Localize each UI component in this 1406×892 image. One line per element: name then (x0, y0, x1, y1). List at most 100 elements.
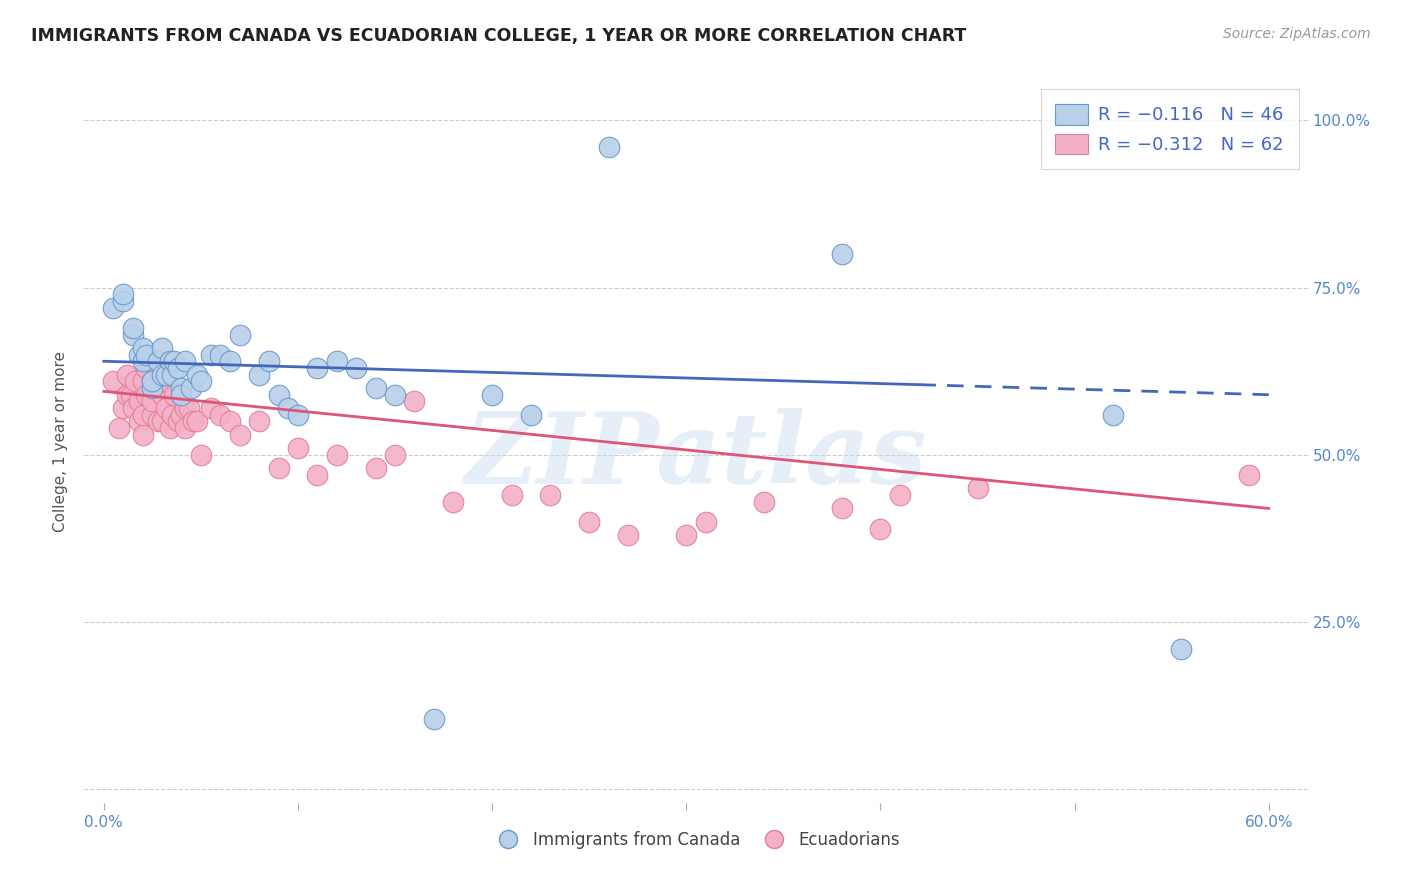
Point (364, 461, 387, 475)
Point (141, 375, 163, 389)
Point (404, 394, 426, 409)
Point (112, 287, 135, 301)
Point (307, 467, 329, 482)
Point (326, 448, 349, 462)
Point (146, 381, 169, 395)
Point (209, 348, 232, 362)
Point (174, 421, 197, 435)
Point (889, 488, 911, 502)
Point (135, 361, 157, 376)
Point (228, 327, 250, 342)
Point (219, 354, 242, 368)
Point (228, 428, 250, 442)
Point (247, 368, 270, 382)
Point (209, 408, 232, 422)
Point (617, 528, 640, 542)
Point (180, 381, 202, 395)
Point (103, 301, 125, 315)
Point (131, 375, 153, 389)
Point (966, 482, 988, 496)
Point (170, 387, 193, 401)
Point (166, 361, 188, 376)
Point (695, 515, 717, 529)
Point (538, 488, 561, 502)
Point (128, 394, 150, 409)
Point (179, 401, 201, 416)
Point (364, 381, 387, 395)
Point (115, 368, 138, 382)
Point (344, 361, 367, 376)
Point (869, 521, 891, 535)
Point (159, 354, 181, 368)
Point (326, 354, 349, 368)
Point (190, 375, 212, 389)
Point (307, 361, 329, 376)
Y-axis label: College, 1 year or more: College, 1 year or more (53, 351, 69, 532)
Point (277, 401, 299, 416)
Point (141, 375, 163, 389)
Point (163, 354, 186, 368)
Point (287, 442, 309, 455)
Point (155, 401, 177, 416)
Point (190, 448, 212, 462)
Point (267, 387, 290, 401)
Point (115, 387, 138, 401)
Text: Source: ZipAtlas.com: Source: ZipAtlas.com (1223, 27, 1371, 41)
Point (150, 341, 173, 355)
Point (131, 428, 153, 442)
Point (141, 394, 163, 409)
Point (160, 408, 183, 422)
Point (174, 354, 197, 368)
Point (423, 712, 446, 726)
Point (166, 414, 188, 428)
Point (441, 494, 464, 508)
Text: ZIPatlas: ZIPatlas (465, 408, 927, 504)
Point (186, 368, 208, 382)
Point (1239, 467, 1261, 482)
Point (598, 140, 620, 154)
Point (170, 408, 193, 422)
Point (200, 401, 222, 416)
Point (108, 421, 131, 435)
Point (155, 375, 177, 389)
Point (219, 414, 242, 428)
Point (131, 341, 153, 355)
Point (155, 368, 177, 382)
Legend: Immigrants from Canada, Ecuadorians: Immigrants from Canada, Ecuadorians (485, 824, 907, 856)
Point (120, 387, 142, 401)
Point (122, 321, 145, 335)
Point (752, 494, 775, 508)
Point (1170, 642, 1192, 657)
Point (124, 375, 146, 389)
Point (103, 375, 125, 389)
Text: IMMIGRANTS FROM CANADA VS ECUADORIAN COLLEGE, 1 YEAR OR MORE CORRELATION CHART: IMMIGRANTS FROM CANADA VS ECUADORIAN COL… (31, 27, 966, 45)
Point (146, 414, 169, 428)
Point (287, 408, 309, 422)
Point (122, 401, 145, 416)
Point (122, 327, 145, 342)
Point (159, 421, 181, 435)
Point (160, 368, 183, 382)
Point (384, 448, 406, 462)
Point (170, 381, 193, 395)
Point (831, 501, 853, 516)
Point (174, 401, 197, 416)
Point (675, 528, 697, 542)
Point (146, 354, 169, 368)
Point (135, 387, 157, 401)
Point (131, 354, 153, 368)
Point (200, 348, 222, 362)
Point (267, 461, 290, 475)
Point (501, 488, 523, 502)
Point (131, 408, 153, 422)
Point (578, 515, 600, 529)
Point (520, 408, 543, 422)
Point (150, 387, 173, 401)
Point (128, 348, 150, 362)
Point (112, 294, 135, 309)
Point (481, 387, 503, 401)
Point (141, 408, 163, 422)
Point (831, 247, 853, 261)
Point (163, 387, 186, 401)
Point (141, 381, 163, 395)
